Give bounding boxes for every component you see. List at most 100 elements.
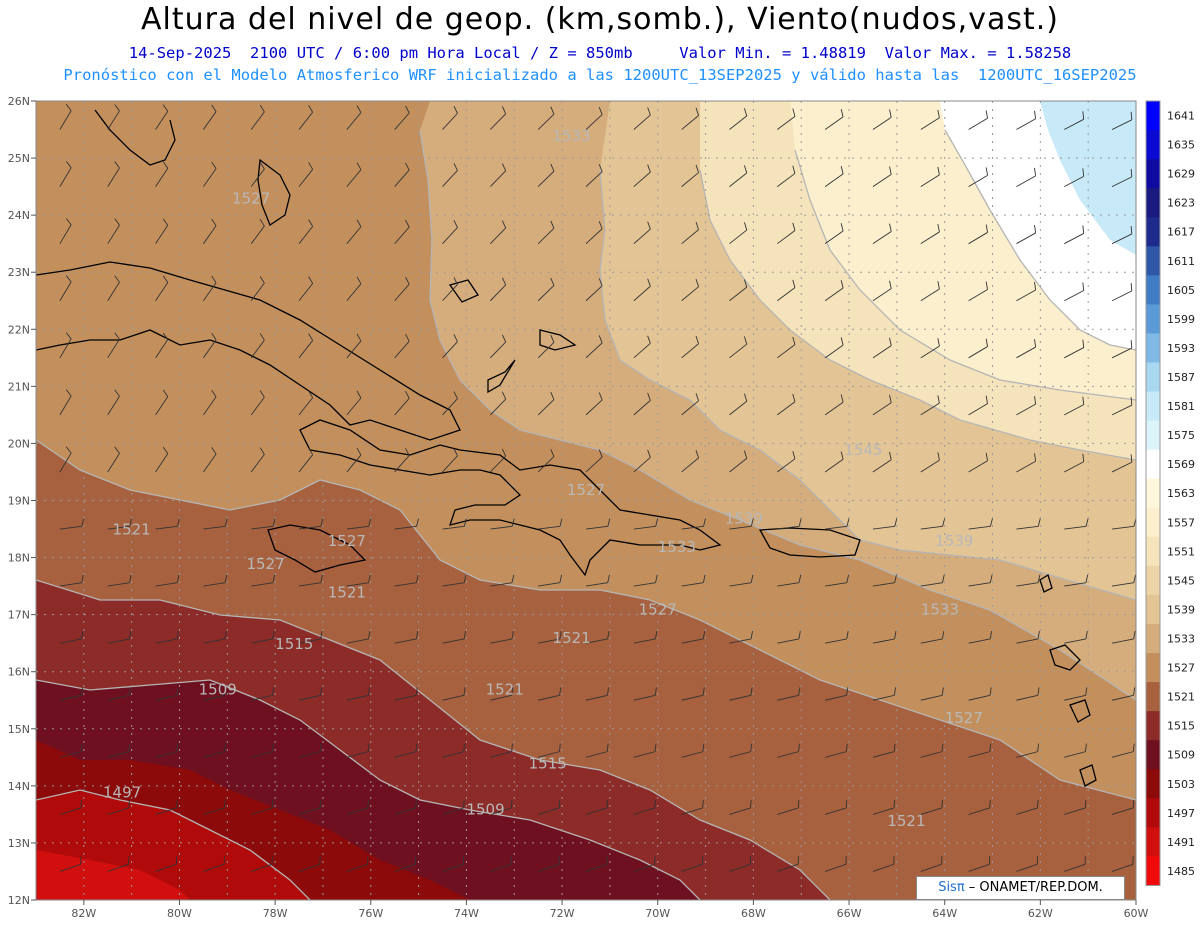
wind-barb [251,751,273,758]
wind-barb [968,460,988,473]
wind-barb [155,751,177,758]
wind-barb-feather [703,518,706,527]
wind-barb [537,285,555,302]
contour-label: 1539 [725,509,763,527]
wind-barb [538,807,560,815]
wind-barb-feather [501,391,507,400]
wind-barb [585,863,607,872]
wind-barb [203,694,225,701]
wind-barb-feather [405,391,410,399]
wind-barb [203,751,225,758]
wind-barb-feather [889,280,892,289]
wind-barb [633,171,651,187]
wind-barb-feather [308,447,314,455]
wind-barb [825,525,848,530]
wind-barb [59,638,82,644]
wind-barb [920,807,942,815]
wind-barb [59,224,72,244]
forecast-time-subtitle: 14-Sep-2025 2100 UTC / 6:00 pm Hora Loca… [128,44,1072,62]
contour-label: 1521 [486,681,524,699]
lon-label: 64W [932,907,957,920]
wind-barb-feather [1034,453,1037,462]
wind-barb [872,402,892,416]
wind-barb [1111,233,1133,245]
wind-barb [872,231,892,245]
wind-barb [107,582,130,587]
wind-barb [777,344,796,359]
colorbar-swatch [1146,653,1160,683]
wind-barb-feather [550,163,555,172]
wind-barb-feather [368,518,372,527]
wind-barb [298,638,321,644]
wind-barb-feather [271,799,274,808]
wind-barb [968,289,988,302]
wind-barb [1111,404,1133,416]
colorbar-label: 1551 [1167,545,1195,558]
wind-barb [298,283,314,302]
wind-barb-feather [453,105,458,114]
wind-barb [585,171,603,187]
wind-barb [920,525,943,530]
lat-label: 16N [8,666,30,679]
wind-barb-feather [654,631,658,640]
colorbar-swatch [1146,217,1160,247]
wind-barb [346,283,362,302]
wind-barb-feather [889,223,892,232]
wind-barb [442,284,458,302]
wind-barb-feather [1034,396,1037,405]
wind-barb-feather [893,799,896,808]
wind-barb [59,863,81,872]
wind-barb [1111,290,1133,302]
wind-barb-feather [356,333,362,342]
wind-barb [442,170,458,187]
colorbar-swatch [1146,188,1160,218]
wind-barb [681,172,699,187]
wind-barb-feather [655,574,658,583]
wind-barb [777,694,799,701]
colorbar-swatch [1146,478,1160,509]
wind-barb-feather [211,332,217,341]
wind-barb-feather [224,574,228,583]
wind-barb-feather [224,743,226,752]
wind-barb-feather [889,451,892,460]
wind-barb-feather [1082,339,1085,348]
colorbar-label: 1557 [1167,516,1195,529]
model-run-subtitle: Pronóstico con el Modelo Atmosferico WRF… [63,66,1137,84]
wind-barb [681,638,704,644]
wind-barb-feather [65,332,72,340]
wind-barb-feather [607,631,610,640]
wind-barb [490,284,507,302]
wind-barb [298,340,314,359]
wind-barb-feather [1037,687,1040,696]
wind-barb-feather [320,518,324,527]
wind-barb-feather [792,108,796,117]
wind-barb [1064,807,1086,815]
wind-barb-feather [65,446,72,454]
wind-barb-feather [743,336,748,345]
wind-barb-feather [114,275,120,283]
wind-barb-feather [893,687,896,696]
wind-barb-feather [846,518,850,527]
wind-barb-feather [162,161,169,169]
wind-barb [59,525,82,530]
wind-barb-feather [367,743,370,752]
wind-barb [1111,461,1133,473]
wind-barb-feather [1132,799,1135,808]
colorbar-swatch [1146,827,1160,857]
wind-barb [346,582,369,587]
wind-barb [1016,525,1039,530]
wind-barb-feather [598,278,603,286]
wind-barb [538,525,561,530]
wind-barb-feather [750,799,752,808]
wind-barb [107,453,120,473]
wind-barb [681,457,699,473]
wind-barb [825,582,847,587]
wind-barb [298,694,321,701]
wind-barb [633,863,655,872]
wind-barb [968,638,991,644]
wind-barb-feather [702,574,706,583]
wind-barb-feather [501,277,507,286]
wind-barb [872,807,895,815]
contour-label: 1509 [466,800,504,818]
wind-barb [346,454,362,473]
